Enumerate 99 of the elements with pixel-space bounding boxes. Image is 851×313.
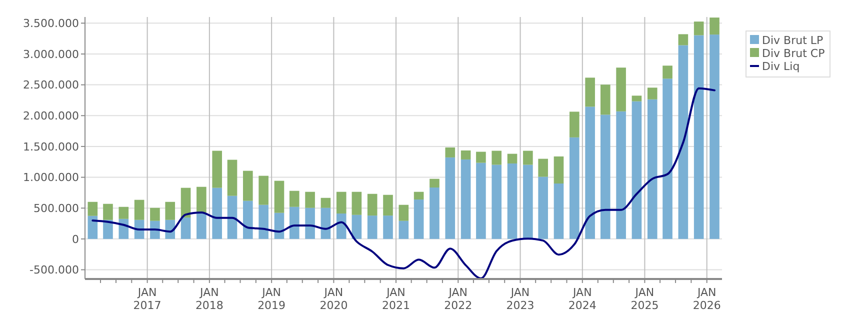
bar	[196, 186, 206, 214]
bar	[212, 150, 222, 188]
bar	[538, 176, 548, 239]
bar	[196, 213, 206, 239]
bar	[383, 216, 393, 239]
bar	[367, 194, 378, 216]
bar	[445, 157, 456, 239]
bar	[616, 111, 626, 239]
bar	[320, 208, 331, 239]
bar	[507, 163, 518, 239]
bar	[118, 206, 129, 219]
bar	[134, 200, 144, 220]
bar	[678, 45, 688, 239]
y-tick-label: 500.000	[34, 202, 79, 215]
bar	[523, 164, 533, 239]
bar	[398, 204, 409, 221]
bar	[585, 106, 595, 239]
bar	[538, 158, 548, 177]
bar	[367, 216, 378, 239]
y-tick-label: 1.500.000	[23, 140, 79, 154]
bar	[398, 220, 409, 239]
bar	[274, 180, 284, 213]
bar	[632, 96, 642, 102]
bar	[414, 200, 424, 239]
legend-label: Div Brut LP	[762, 34, 824, 47]
y-tick-label: 1.000.000	[23, 171, 79, 184]
y-tick-label: 2.500.000	[23, 78, 79, 92]
bar	[678, 34, 688, 46]
bar	[694, 35, 704, 239]
x-tick-label: JAN 2025	[630, 286, 659, 312]
x-tick-label: JAN 2019	[258, 286, 286, 312]
x-tick-label: JAN 2020	[320, 286, 348, 312]
bar	[320, 198, 331, 208]
bar	[227, 196, 238, 239]
x-tick-label: JAN 2018	[195, 286, 224, 312]
bar	[430, 188, 440, 239]
bar	[180, 218, 191, 239]
bar	[570, 137, 580, 239]
bar	[476, 152, 486, 163]
bar	[647, 88, 658, 100]
bar	[243, 170, 253, 201]
legend-label: Div Liq	[762, 60, 800, 73]
bar	[710, 18, 720, 35]
bar	[523, 150, 533, 165]
bar	[352, 192, 362, 215]
bar	[507, 154, 518, 164]
bar	[647, 99, 658, 239]
y-tick-label: 0	[72, 232, 79, 246]
bar	[600, 84, 610, 115]
bar	[352, 214, 362, 239]
bar	[710, 34, 720, 239]
bar	[430, 178, 440, 188]
line-series	[92, 87, 716, 280]
bar	[243, 200, 253, 239]
x-tick-label: JAN 2022	[444, 286, 472, 312]
bar	[600, 114, 610, 239]
legend-label: Div Brut CP	[762, 46, 826, 60]
bar	[180, 188, 191, 218]
bar	[570, 112, 580, 138]
bar	[492, 150, 502, 165]
bar	[258, 176, 268, 205]
bar	[445, 147, 456, 158]
bar	[460, 159, 471, 239]
y-tick-label: 2.000.000	[23, 109, 79, 122]
bar	[88, 216, 98, 239]
bar	[492, 164, 502, 239]
bar	[662, 66, 672, 79]
bar	[289, 206, 300, 239]
bar	[336, 214, 346, 239]
y-tick-label: 3.500.000	[23, 17, 79, 30]
bar	[414, 192, 424, 200]
y-tick-label: -500.000	[30, 264, 79, 277]
bar	[662, 78, 672, 239]
bar	[258, 204, 268, 239]
x-tick-label: JAN 2024	[568, 286, 596, 312]
bar	[383, 194, 393, 216]
bar	[305, 208, 315, 239]
bar	[103, 204, 113, 220]
y-tick-label: 3.000.000	[23, 48, 79, 61]
bar	[585, 78, 595, 107]
bar	[150, 208, 160, 221]
bar	[460, 150, 471, 160]
bar	[554, 184, 564, 239]
x-tick-label: JAN 2017	[133, 286, 162, 312]
bar	[632, 101, 642, 239]
bar	[554, 156, 564, 184]
bar	[336, 192, 346, 214]
bar	[616, 68, 626, 112]
bar	[476, 162, 486, 239]
bar	[305, 192, 315, 208]
bar	[165, 202, 176, 220]
bar	[212, 188, 222, 239]
bar	[289, 190, 300, 207]
bar	[88, 202, 98, 216]
x-tick-label: JAN 2021	[382, 286, 410, 312]
x-tick-label: JAN 2026	[692, 286, 721, 312]
x-tick-label: JAN 2023	[506, 286, 534, 312]
bar	[227, 160, 238, 196]
bar	[694, 22, 704, 36]
